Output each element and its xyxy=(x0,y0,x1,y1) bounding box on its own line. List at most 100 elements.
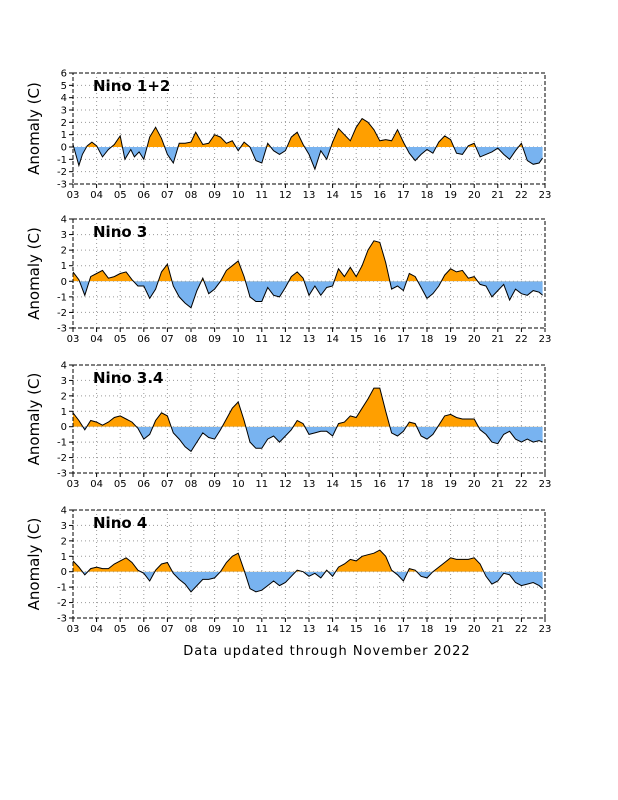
y-tick-label: 1 xyxy=(61,552,67,563)
x-tick-label: 14 xyxy=(326,190,339,201)
y-tick-label: 0 xyxy=(61,277,67,288)
y-tick-label: -2 xyxy=(57,598,67,609)
y-tick-label: 0 xyxy=(61,567,67,578)
x-tick-label: 14 xyxy=(326,624,339,635)
x-tick-label: 05 xyxy=(114,624,127,635)
x-tick-label: 19 xyxy=(444,190,457,201)
y-tick-label: -3 xyxy=(57,180,67,191)
x-tick-label: 11 xyxy=(255,479,268,490)
y-tick-label: 2 xyxy=(61,246,67,257)
x-tick-label: 09 xyxy=(208,624,221,635)
x-tick-label: 03 xyxy=(67,334,80,345)
x-tick-label: 11 xyxy=(255,190,268,201)
x-tick-label: 16 xyxy=(373,624,386,635)
anomaly-series-line xyxy=(72,549,543,593)
x-tick-label: 15 xyxy=(350,624,363,635)
x-tick-label: 11 xyxy=(255,334,268,345)
x-tick-label: 19 xyxy=(444,479,457,490)
y-tick-label: 5 xyxy=(61,81,67,92)
x-tick-label: 10 xyxy=(232,479,245,490)
x-tick-label: 03 xyxy=(67,190,80,201)
x-tick-label: 09 xyxy=(208,190,221,201)
panel-title: Nino 3 xyxy=(93,223,147,241)
x-tick-label: 11 xyxy=(255,624,268,635)
x-tick-label: 20 xyxy=(468,479,481,490)
x-tick-label: 13 xyxy=(303,190,316,201)
anomaly-series-line xyxy=(72,117,544,171)
x-tick-label: 06 xyxy=(137,479,150,490)
x-tick-label: 12 xyxy=(279,624,292,635)
y-tick-label: 3 xyxy=(61,106,67,117)
x-tick-label: 12 xyxy=(279,334,292,345)
x-tick-label: 07 xyxy=(161,334,174,345)
y-tick-label: 3 xyxy=(61,376,67,387)
y-axis-label: Anomaly (C) xyxy=(25,82,43,175)
data-updated-footer: Data updated through November 2022 xyxy=(183,644,470,659)
x-tick-label: 22 xyxy=(515,479,528,490)
x-tick-label: 07 xyxy=(161,190,174,201)
x-tick-label: 12 xyxy=(279,479,292,490)
x-tick-label: 17 xyxy=(397,190,410,201)
y-tick-label: -3 xyxy=(57,324,67,335)
x-tick-label: 17 xyxy=(397,479,410,490)
x-tick-label: 19 xyxy=(444,334,457,345)
x-tick-label: 12 xyxy=(279,190,292,201)
x-tick-label: 22 xyxy=(515,624,528,635)
x-tick-label: 09 xyxy=(208,334,221,345)
x-tick-label: 13 xyxy=(303,624,316,635)
x-tick-label: 21 xyxy=(491,624,504,635)
x-tick-label: 04 xyxy=(90,334,103,345)
positive-anomaly-area xyxy=(73,118,543,147)
y-tick-label: -3 xyxy=(57,614,67,625)
x-tick-label: 19 xyxy=(444,624,457,635)
y-tick-label: 1 xyxy=(61,261,67,272)
y-tick-label: 3 xyxy=(61,230,67,241)
y-tick-label: 0 xyxy=(61,422,67,433)
x-tick-label: 17 xyxy=(397,334,410,345)
negative-anomaly-area xyxy=(73,281,543,308)
y-tick-label: 4 xyxy=(61,361,67,372)
x-tick-label: 03 xyxy=(67,624,80,635)
x-tick-label: 22 xyxy=(515,190,528,201)
x-tick-label: 08 xyxy=(185,334,198,345)
x-tick-label: 23 xyxy=(539,334,552,345)
y-tick-label: 1 xyxy=(61,407,67,418)
x-tick-label: 04 xyxy=(90,190,103,201)
y-tick-label: -1 xyxy=(57,438,67,449)
y-tick-label: -2 xyxy=(57,453,67,464)
x-tick-label: 14 xyxy=(326,334,339,345)
positive-anomaly-area xyxy=(73,388,543,427)
x-tick-label: 21 xyxy=(491,190,504,201)
y-tick-label: -2 xyxy=(57,308,67,319)
y-axis-label: Anomaly (C) xyxy=(25,518,43,611)
x-tick-label: 15 xyxy=(350,190,363,201)
x-tick-label: 15 xyxy=(350,334,363,345)
x-tick-label: 05 xyxy=(114,334,127,345)
y-tick-label: 2 xyxy=(61,118,67,129)
x-tick-label: 10 xyxy=(232,624,245,635)
x-tick-label: 14 xyxy=(326,479,339,490)
anomaly-series-line xyxy=(72,240,543,309)
x-tick-label: 06 xyxy=(137,624,150,635)
anomaly-series-line xyxy=(72,387,543,453)
y-tick-label: 6 xyxy=(61,69,67,80)
positive-anomaly-area xyxy=(73,550,543,572)
x-tick-label: 05 xyxy=(114,190,127,201)
positive-anomaly-area xyxy=(73,240,478,282)
y-axis-label: Anomaly (C) xyxy=(25,373,43,466)
y-tick-label: 4 xyxy=(61,215,67,226)
y-tick-label: -2 xyxy=(57,167,67,178)
x-tick-label: 18 xyxy=(421,334,434,345)
x-tick-label: 18 xyxy=(421,624,434,635)
x-tick-label: 22 xyxy=(515,334,528,345)
x-tick-label: 05 xyxy=(114,479,127,490)
x-tick-label: 08 xyxy=(185,190,198,201)
x-tick-label: 20 xyxy=(468,190,481,201)
y-tick-label: 4 xyxy=(61,506,67,517)
x-tick-label: 20 xyxy=(468,334,481,345)
y-axis-label: Anomaly (C) xyxy=(25,227,43,320)
y-tick-label: 4 xyxy=(61,93,67,104)
